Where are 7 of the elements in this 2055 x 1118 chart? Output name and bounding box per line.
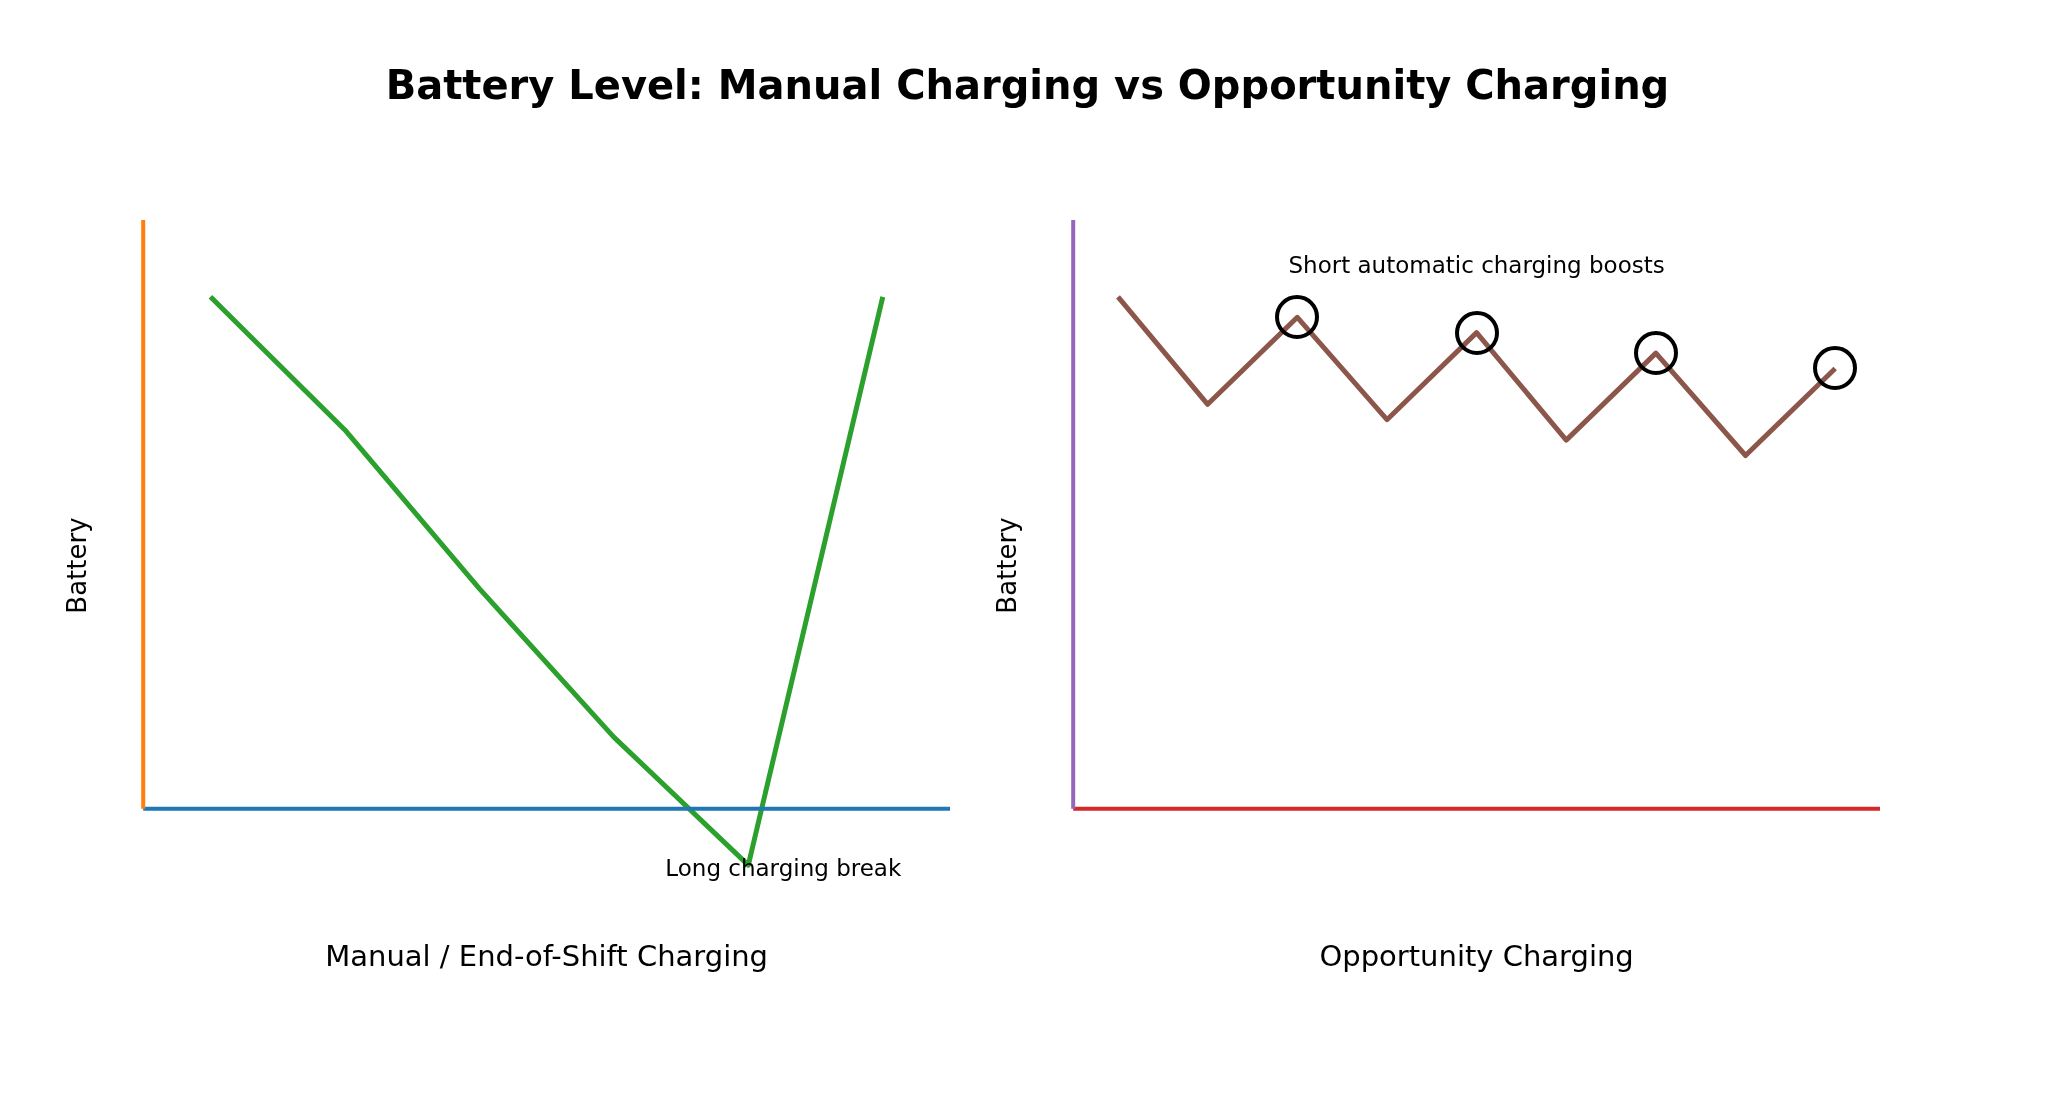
x-axis-title: Opportunity Charging (1319, 939, 1634, 974)
annotation: Long charging break (665, 855, 902, 882)
y-axis-title: Battery (62, 517, 93, 614)
y-axis-title: Battery (992, 517, 1023, 614)
x-axis-title: Manual / End-of-Shift Charging (325, 939, 768, 974)
text: Short automatic charging boosts (1288, 251, 1665, 278)
chart-title: Battery Level: Manual Charging vs Opportunity Charging (384, 62, 1671, 108)
